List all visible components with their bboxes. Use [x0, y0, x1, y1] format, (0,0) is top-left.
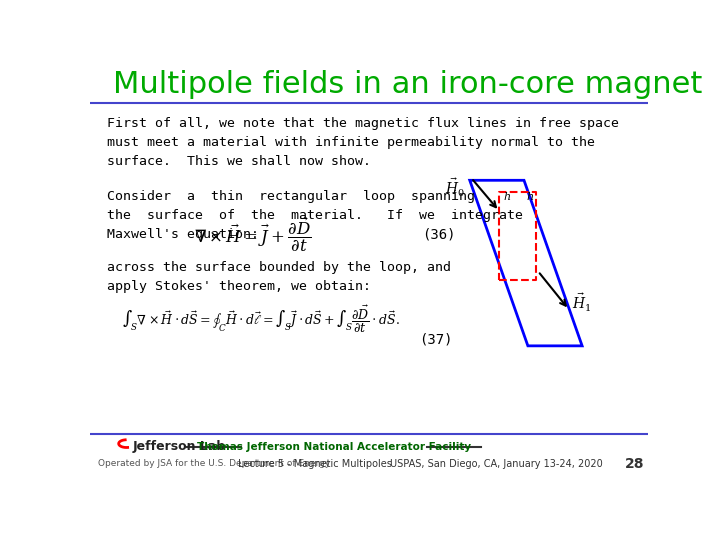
Text: 28: 28 — [625, 457, 644, 471]
Text: $\int_S \nabla \times \vec{H} \cdot d\vec{S} = \oint_C \vec{H} \cdot d\vec{\ell}: $\int_S \nabla \times \vec{H} \cdot d\ve… — [122, 303, 400, 335]
Text: Thomas Jefferson National Accelerator Facility: Thomas Jefferson National Accelerator Fa… — [197, 442, 471, 452]
Text: First of all, we note that the magnetic flux lines in free space
must meet a mat: First of all, we note that the magnetic … — [107, 117, 619, 168]
Text: $h$: $h$ — [503, 190, 511, 202]
Bar — [90, 434, 648, 481]
Text: Multipole fields in an iron-core magnet: Multipole fields in an iron-core magnet — [113, 70, 703, 98]
Text: Lecture 5 - Magnetic Multipoles: Lecture 5 - Magnetic Multipoles — [238, 458, 392, 469]
Text: (36): (36) — [422, 227, 455, 241]
Text: $\nabla \times \vec{H} = \vec{J} + \dfrac{\partial \vec{D}}{\partial t}$: $\nabla \times \vec{H} = \vec{J} + \dfra… — [194, 215, 312, 254]
Text: USPAS, San Diego, CA, January 13-24, 2020: USPAS, San Diego, CA, January 13-24, 202… — [390, 458, 603, 469]
Text: (37): (37) — [419, 333, 453, 347]
Text: Operated by JSA for the U.S. Department of Energy: Operated by JSA for the U.S. Department … — [98, 459, 330, 468]
Bar — [90, 65, 648, 103]
Text: $h$: $h$ — [526, 190, 534, 202]
Text: $\vec{H}_1$: $\vec{H}_1$ — [572, 292, 591, 314]
Text: $\vec{H}_0$: $\vec{H}_0$ — [445, 177, 465, 199]
Text: Jefferson Lab: Jefferson Lab — [132, 440, 226, 453]
Text: across the surface bounded by the loop, and
apply Stokes' theorem, we obtain:: across the surface bounded by the loop, … — [107, 261, 451, 293]
Text: Consider  a  thin  rectangular  loop  spanning
the  surface  of  the  material. : Consider a thin rectangular loop spannin… — [107, 190, 523, 240]
